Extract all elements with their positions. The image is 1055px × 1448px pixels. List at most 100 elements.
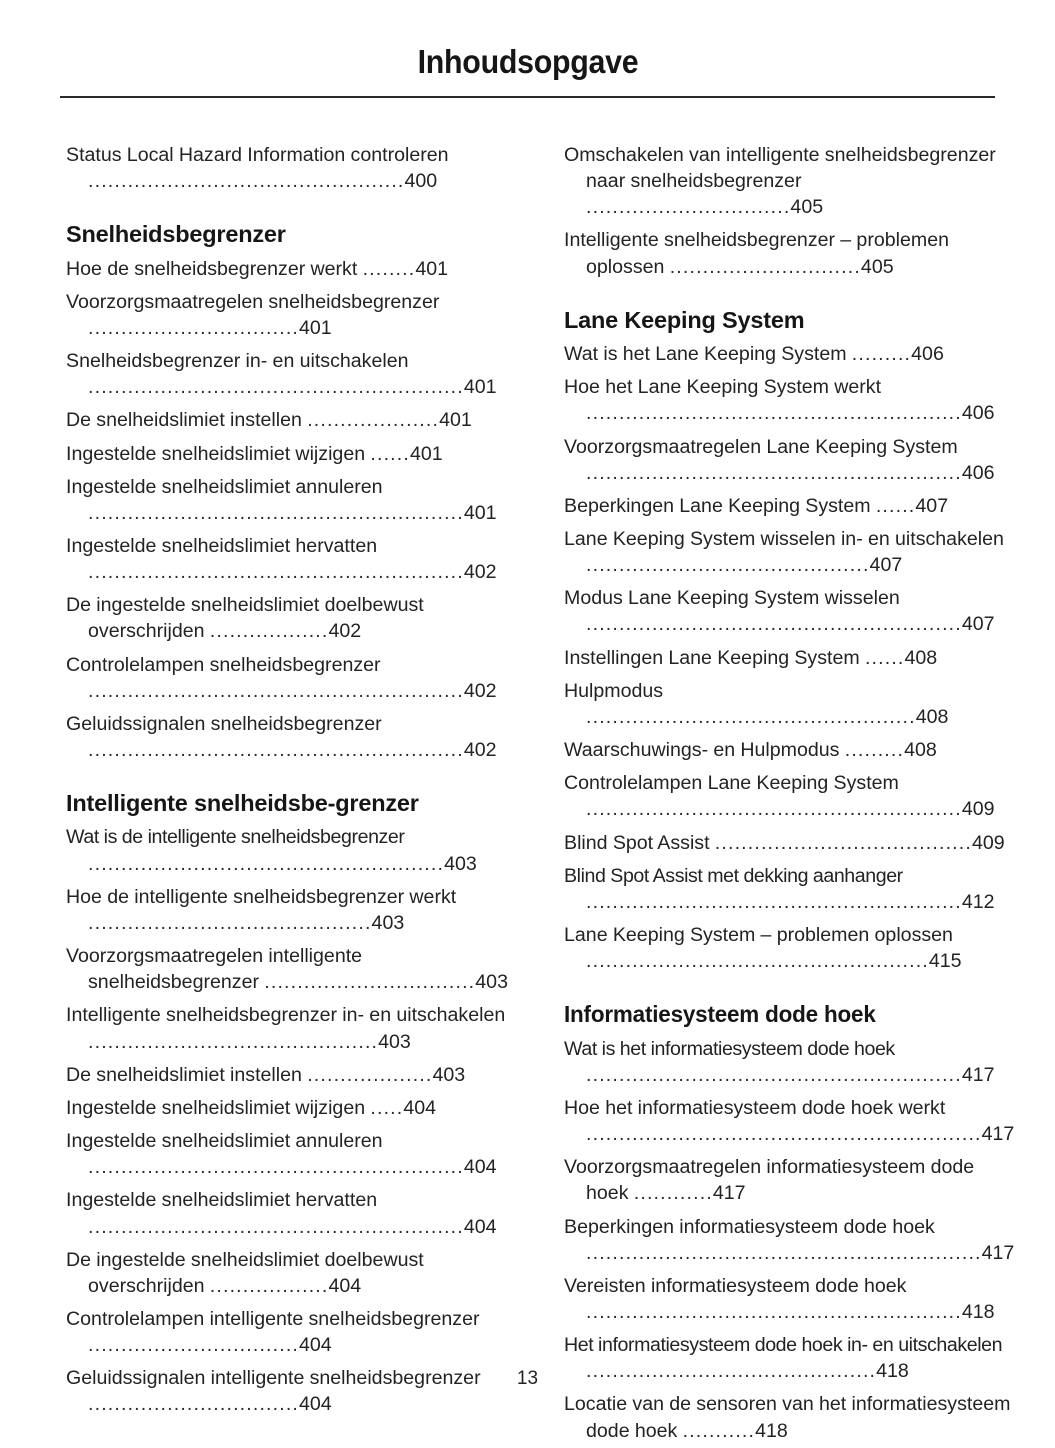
toc-entry[interactable]: De snelheidslimiet instellen ...........… [66, 1062, 522, 1088]
toc-entry-title: Wat is de intelligente snelheidsbegrenze… [66, 826, 405, 849]
toc-entry-leader-dots: ........................................… [586, 950, 929, 973]
toc-entry[interactable]: Het informatiesysteem dode hoek in- en u… [564, 1332, 1020, 1384]
toc-entry[interactable]: Locatie van de sensoren van het informat… [564, 1391, 1020, 1443]
toc-entry-leader-dots: ........... [682, 1419, 756, 1442]
toc-entry-leader-dots: ...... [864, 646, 905, 669]
toc-entry[interactable]: Vereisten informatiesysteem dode hoek ..… [564, 1273, 1020, 1325]
toc-entry-page-number: 402 [328, 620, 362, 643]
toc-entry[interactable]: Ingestelde snelheidslimiet annuleren ...… [66, 1128, 522, 1180]
toc-entry-title: Ingestelde snelheidslimiet annuleren [66, 475, 383, 498]
toc-entry[interactable]: Wat is het informatiesysteem dode hoek .… [564, 1036, 1020, 1088]
toc-entry-title: Beperkingen Lane Keeping System [564, 494, 871, 517]
toc-entry-title: Omschakelen van intelligente snelheidsbe… [564, 144, 996, 193]
toc-entry[interactable]: Modus Lane Keeping System wisselen .....… [564, 585, 1020, 637]
toc-entry-title: Controlelampen Lane Keeping System [564, 772, 899, 795]
toc-entry[interactable]: Beperkingen informatiesysteem dode hoek … [564, 1214, 1020, 1266]
toc-entry-page-number: 409 [961, 798, 995, 821]
toc-entry[interactable]: Hulpmodus ..............................… [564, 678, 1020, 730]
toc-entry[interactable]: Status Local Hazard Information controle… [66, 142, 522, 194]
toc-entry[interactable]: Blind Spot Assist met dekking aanhanger … [564, 863, 1020, 915]
toc-entry-page-number: 407 [869, 554, 903, 577]
toc-entry-title: Intelligente snelheidsbegrenzer in- en u… [66, 1004, 506, 1027]
toc-entry[interactable]: De ingestelde snelheidslimiet doelbewust… [66, 592, 522, 644]
toc-entry-page-number: 401 [463, 501, 497, 524]
toc-entry-title: Ingestelde snelheidslimiet hervatten [66, 534, 378, 557]
toc-entry-title: Beperkingen informatiesysteem dode hoek [564, 1215, 935, 1238]
toc-entry[interactable]: Voorzorgsmaatregelen informatiesysteem d… [564, 1154, 1020, 1206]
toc-entry[interactable]: Wat is het Lane Keeping System .........… [564, 341, 1020, 367]
toc-entry[interactable]: Ingestelde snelheidslimiet hervatten ...… [66, 533, 522, 585]
toc-entry[interactable]: Ingestelde snelheidslimiet wijzigen ....… [66, 441, 522, 467]
toc-entry-leader-dots: ........................................… [586, 613, 962, 636]
toc-entry-title: Blind Spot Assist met dekking aanhanger [564, 864, 903, 887]
toc-entry-page-number: 415 [928, 950, 962, 973]
toc-entry[interactable]: Voorzorgsmaatregelen Lane Keeping System… [564, 434, 1020, 486]
toc-entry-title: Controlelampen intelligente snelheidsbeg… [66, 1307, 480, 1330]
toc-entry[interactable]: Controlelampen Lane Keeping System .....… [564, 770, 1020, 822]
toc-entry-page-number: 403 [432, 1063, 466, 1086]
toc-entry-leader-dots: ........................................… [88, 1215, 464, 1238]
toc-entry-page-number: 400 [404, 170, 438, 193]
toc-entry[interactable]: Voorzorgsmaatregelen intelligente snelhe… [66, 943, 522, 995]
toc-entry-title: Hoe het Lane Keeping System werkt [564, 376, 882, 399]
toc-entry[interactable]: Geluidssignalen intelligente snelheidsbe… [66, 1365, 522, 1417]
toc-entry-page-number: 401 [439, 409, 472, 432]
toc-section-heading: Informatiesysteem dode hoek [564, 1001, 876, 1028]
toc-section-heading: Snelheidsbegrenzer [66, 221, 286, 248]
toc-entry[interactable]: Hoe het informatiesysteem dode hoek werk… [564, 1095, 1020, 1147]
toc-entry[interactable]: Controlelampen snelheidsbegrenzer ......… [66, 652, 522, 704]
toc-entry[interactable]: Hoe de intelligente snelheidsbegrenzer w… [66, 884, 522, 936]
toc-entry-page-number: 403 [378, 1030, 411, 1053]
toc-entry-leader-dots: ........................................… [586, 1063, 962, 1086]
toc-entry-page-number: 406 [961, 402, 995, 425]
toc-entry-page-number: 403 [444, 852, 477, 875]
toc-entry[interactable]: Ingestelde snelheidslimiet hervatten ...… [66, 1187, 522, 1239]
toc-entry[interactable]: Instellingen Lane Keeping System ......4… [564, 645, 1020, 671]
toc-entry-page-number: 406 [961, 461, 995, 484]
toc-entry-title: Snelheidsbegrenzer in- en uitschakelen [66, 350, 409, 373]
toc-entry-title: Voorzorgsmaatregelen intelligente snelhe… [66, 945, 363, 994]
toc-entry-leader-dots: ........................................… [88, 911, 372, 934]
toc-entry-page-number: 403 [371, 911, 405, 934]
toc-entry[interactable]: Ingestelde snelheidslimiet wijzigen ....… [66, 1095, 522, 1121]
toc-entry[interactable]: Ingestelde snelheidslimiet annuleren ...… [66, 474, 522, 526]
toc-entry-title: Hoe de intelligente snelheidsbegrenzer w… [66, 885, 457, 908]
toc-entry-title: Instellingen Lane Keeping System [564, 646, 860, 669]
toc-entry-page-number: 402 [463, 739, 497, 762]
toc-entry[interactable]: Intelligente snelheidsbegrenzer – proble… [564, 227, 1020, 279]
toc-entry[interactable]: Lane Keeping System wisselen in- en uits… [564, 526, 1020, 578]
toc-entry-leader-dots: .................. [209, 1274, 329, 1297]
toc-entry[interactable]: Controlelampen intelligente snelheidsbeg… [66, 1306, 522, 1358]
toc-entry[interactable]: De ingestelde snelheidslimiet doelbewust… [66, 1247, 522, 1299]
toc-entry-leader-dots: ........................................… [586, 461, 962, 484]
toc-entry[interactable]: Lane Keeping System – problemen oplossen… [564, 922, 1020, 974]
toc-entry-page-number: 418 [961, 1300, 995, 1323]
toc-entry-leader-dots: ................................ [88, 316, 300, 339]
toc-entry-page-number: 401 [415, 257, 449, 280]
folio-page-number: 13 [516, 1368, 539, 1389]
toc-entry-title: Ingestelde snelheidslimiet hervatten [66, 1189, 378, 1212]
toc-entry[interactable]: Blind Spot Assist ......................… [564, 830, 1020, 856]
toc-entry[interactable]: Voorzorgsmaatregelen snelheidsbegrenzer … [66, 289, 522, 341]
toc-entry[interactable]: Hoe het Lane Keeping System werkt ......… [564, 374, 1020, 426]
toc-section-heading: Lane Keeping System [564, 306, 805, 333]
toc-entry-leader-dots: ........................................… [88, 852, 445, 875]
toc-entry-page-number: 405 [860, 255, 894, 278]
toc-entry-leader-dots: ................................ [264, 971, 476, 994]
toc-entry[interactable]: Beperkingen Lane Keeping System ......40… [564, 493, 1020, 519]
toc-entry[interactable]: Hoe de snelheidsbegrenzer werkt ........… [66, 256, 522, 282]
toc-entry[interactable]: Intelligente snelheidsbegrenzer in- en u… [66, 1002, 522, 1054]
toc-entry-leader-dots: ........................................… [586, 1241, 982, 1264]
toc-entry[interactable]: Snelheidsbegrenzer in- en uitschakelen .… [66, 348, 522, 400]
toc-entry[interactable]: Omschakelen van intelligente snelheidsbe… [564, 142, 1020, 220]
toc-entry[interactable]: De snelheidslimiet instellen ...........… [66, 407, 522, 433]
toc-entry-leader-dots: ........................................… [586, 890, 962, 913]
toc-column-right: Omschakelen van intelligente snelheidsbe… [564, 142, 1020, 1448]
toc-entry-page-number: 404 [299, 1393, 332, 1416]
toc-entry-title: Voorzorgsmaatregelen Lane Keeping System [564, 435, 958, 458]
toc-entry[interactable]: Wat is de intelligente snelheidsbegrenze… [66, 824, 522, 876]
toc-entry-title: Status Local Hazard Information controle… [66, 144, 449, 166]
toc-entry-leader-dots: ........................................… [88, 501, 464, 524]
toc-entry[interactable]: Geluidssignalen snelheidsbegrenzer .....… [66, 711, 522, 763]
toc-entry[interactable]: Waarschuwings- en Hulpmodus .........408 [564, 737, 1020, 763]
